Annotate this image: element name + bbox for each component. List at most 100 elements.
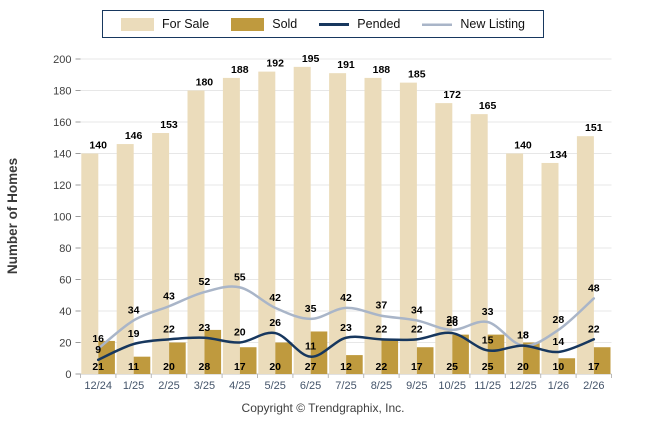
value-label-new-listing: 37 bbox=[376, 300, 388, 312]
copyright-text: Copyright © Trendgraphix, Inc. bbox=[241, 401, 405, 415]
value-label-new-listing: 42 bbox=[269, 292, 281, 304]
pended-line bbox=[96, 331, 596, 362]
bar-sold bbox=[381, 339, 399, 374]
value-label-pended: 11 bbox=[305, 341, 316, 353]
legend-item-for-sale: For Sale bbox=[120, 17, 209, 31]
value-label-new-listing: 33 bbox=[482, 306, 494, 318]
bar-sold bbox=[169, 342, 186, 374]
value-label-for-sale: 172 bbox=[443, 89, 461, 101]
bar-for-sale bbox=[364, 77, 382, 375]
legend-item-new-listing: New Listing bbox=[422, 17, 525, 31]
value-label-pended: 26 bbox=[269, 317, 281, 329]
x-tick-label: 10/25 bbox=[438, 380, 466, 392]
value-label-pended: 26 bbox=[446, 317, 458, 329]
value-label-pended: 22 bbox=[376, 323, 388, 335]
value-label-new-listing: 48 bbox=[588, 282, 600, 294]
bar-for-sale bbox=[293, 66, 311, 374]
value-label-pended: 15 bbox=[482, 334, 494, 346]
y-tick-label: 180 bbox=[53, 86, 71, 98]
value-label-sold: 10 bbox=[553, 361, 565, 373]
new-listing-swatch-icon bbox=[422, 23, 453, 26]
value-label-pended: 19 bbox=[128, 328, 140, 340]
value-label-for-sale: 140 bbox=[89, 140, 107, 152]
value-label-new-listing: 34 bbox=[128, 304, 140, 316]
y-tick-label: 160 bbox=[53, 117, 71, 129]
new-listing-line bbox=[96, 285, 596, 351]
value-label-pended: 23 bbox=[340, 322, 352, 334]
value-label-sold: 25 bbox=[482, 361, 494, 373]
y-tick-label: 120 bbox=[53, 180, 71, 192]
x-tick-label: 1/25 bbox=[123, 380, 144, 392]
bar-for-sale bbox=[81, 153, 99, 374]
bar-for-sale bbox=[187, 90, 205, 374]
value-label-new-listing: 28 bbox=[553, 314, 565, 326]
value-label-for-sale: 151 bbox=[585, 122, 603, 134]
bar-sold bbox=[452, 334, 469, 374]
bar-sold bbox=[310, 331, 328, 374]
bar-sold bbox=[98, 340, 115, 374]
bar-for-sale bbox=[329, 73, 347, 375]
for-sale-swatch-icon bbox=[120, 17, 154, 31]
bar-sold bbox=[133, 356, 151, 374]
value-label-new-listing: 16 bbox=[92, 333, 104, 345]
value-label-sold: 17 bbox=[588, 361, 600, 373]
y-tick-label: 0 bbox=[65, 369, 71, 381]
value-label-for-sale: 134 bbox=[550, 149, 568, 161]
x-tick-label: 2/25 bbox=[158, 380, 179, 392]
y-tick-label: 80 bbox=[59, 243, 71, 255]
value-label-new-listing: 42 bbox=[340, 292, 352, 304]
chart-plot: Number of Homes 0 20 40 60 80 100 120 140 160 180… bbox=[5, 53, 612, 392]
value-label-new-listing: 52 bbox=[199, 276, 211, 288]
pended-swatch-icon bbox=[319, 22, 350, 26]
bar-sold bbox=[558, 358, 576, 374]
value-label-pended: 9 bbox=[95, 344, 101, 356]
value-label-for-sale: 146 bbox=[125, 130, 143, 142]
bar-for-sale bbox=[116, 144, 134, 374]
x-tick-label: 12/24 bbox=[84, 380, 112, 392]
value-label-for-sale: 188 bbox=[231, 64, 249, 76]
value-label-new-listing: 55 bbox=[234, 271, 246, 283]
bar-sold bbox=[523, 342, 540, 374]
x-tick-label: 1/26 bbox=[548, 380, 569, 392]
x-tick-label: 4/25 bbox=[229, 380, 250, 392]
value-label-sold: 17 bbox=[411, 361, 423, 373]
bar-sold bbox=[487, 334, 505, 374]
value-label-new-listing: 43 bbox=[163, 290, 175, 302]
value-label-pended: 20 bbox=[234, 327, 246, 339]
bar-for-sale bbox=[258, 71, 276, 374]
value-label-for-sale: 188 bbox=[373, 64, 391, 76]
bar-for-sale bbox=[152, 133, 170, 374]
value-label-for-sale: 185 bbox=[408, 69, 426, 81]
y-tick-label: 40 bbox=[59, 306, 71, 318]
x-tick-label: 7/25 bbox=[335, 380, 356, 392]
legend: For Sale Sold Pended New Listing bbox=[101, 10, 545, 38]
legend-item-pended: Pended bbox=[319, 17, 400, 31]
x-tick-label: 2/26 bbox=[583, 380, 604, 392]
bar-sold bbox=[416, 347, 434, 374]
sold-swatch-icon bbox=[231, 17, 265, 31]
bar-for-sale bbox=[541, 162, 559, 374]
x-tick-label: 8/25 bbox=[371, 380, 392, 392]
bar-for-sale bbox=[399, 82, 417, 374]
y-tick-label: 100 bbox=[53, 212, 71, 224]
value-label-pended: 22 bbox=[588, 323, 600, 335]
value-label-new-listing: 35 bbox=[305, 303, 317, 315]
x-tick-label: 3/25 bbox=[194, 380, 215, 392]
legend-label-pended: Pended bbox=[357, 17, 401, 31]
value-label-sold: 25 bbox=[446, 361, 458, 373]
value-label-for-sale: 180 bbox=[196, 77, 214, 89]
value-label-pended: 18 bbox=[517, 330, 529, 342]
value-label-pended: 23 bbox=[199, 322, 211, 334]
bar-for-sale bbox=[435, 103, 453, 374]
y-axis-title: Number of Homes bbox=[5, 158, 20, 274]
value-label-for-sale: 153 bbox=[160, 119, 178, 131]
value-label-sold: 28 bbox=[199, 361, 211, 373]
bar-for-sale bbox=[470, 114, 488, 374]
bar-for-sale bbox=[576, 136, 594, 374]
value-label-sold: 12 bbox=[340, 361, 352, 373]
bar-for-sale bbox=[506, 153, 524, 374]
bar-sold bbox=[275, 342, 292, 374]
value-label-pended: 22 bbox=[411, 323, 423, 335]
x-tick-label: 11/25 bbox=[474, 380, 501, 392]
